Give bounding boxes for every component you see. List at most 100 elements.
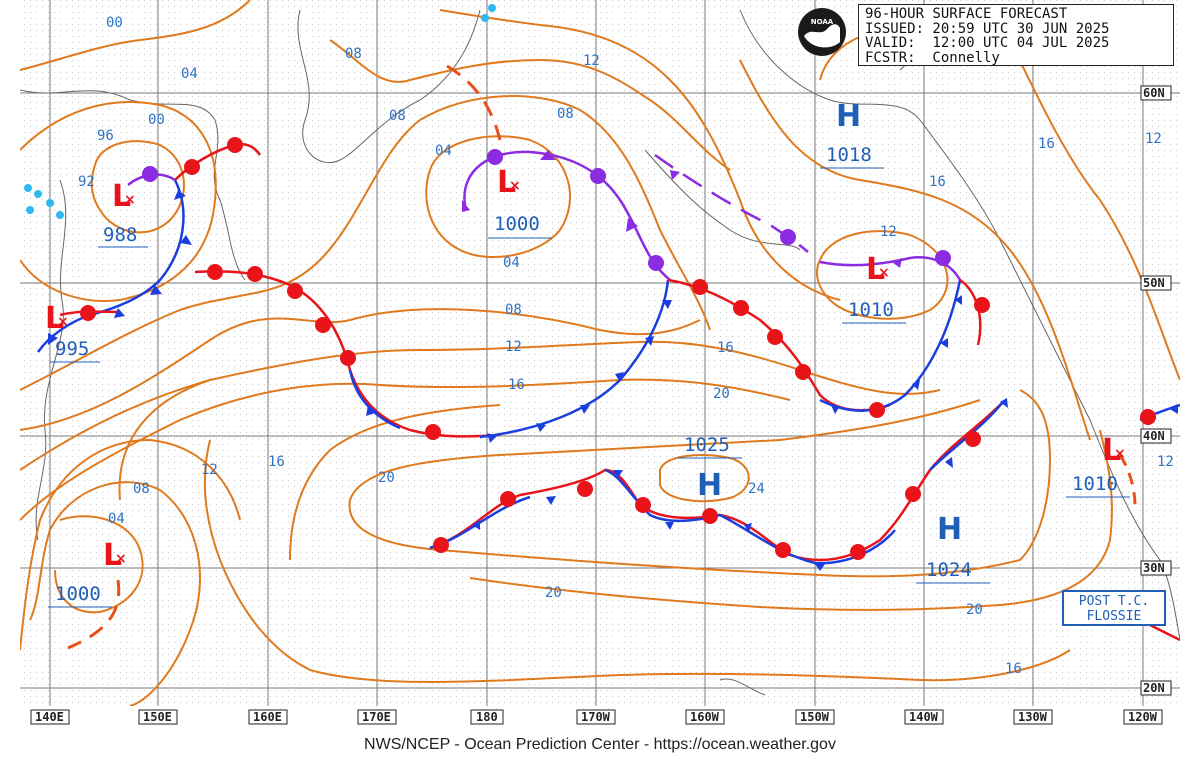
pressure-value: 1018 — [826, 144, 872, 166]
svg-text:NOAA: NOAA — [811, 18, 834, 26]
post-tc-line1: POST T.C. — [1078, 594, 1150, 609]
isobar-label: 16 — [929, 174, 946, 190]
svg-text:160W: 160W — [690, 710, 720, 724]
svg-text:×: × — [509, 178, 521, 194]
isobar-label: 04 — [435, 143, 452, 159]
isobar-label: 16 — [1005, 661, 1022, 677]
isobar-label: 20 — [378, 470, 395, 486]
svg-text:140W: 140W — [909, 710, 939, 724]
isobar-label: 00 — [148, 112, 165, 128]
low-center: L × 1000 — [48, 538, 127, 608]
isobar-label: 04 — [181, 66, 198, 82]
svg-text:50N: 50N — [1143, 276, 1165, 290]
ice-dots — [24, 4, 496, 219]
isobar-label: 24 — [748, 481, 765, 497]
svg-text:170E: 170E — [362, 710, 391, 724]
isobar-label: 12 — [880, 224, 897, 240]
pressure-systems: L × 988 L × 995 L × 1000 L × 1000 L × 10… — [45, 99, 1130, 608]
low-center: L × 988 — [98, 179, 148, 248]
isobar-label: 08 — [505, 302, 522, 318]
occluded-front — [654, 153, 809, 253]
high-center: H 1024 — [916, 512, 990, 584]
svg-text:H: H — [937, 512, 962, 547]
isobar-label: 08 — [345, 46, 362, 62]
pressure-value: 1010 — [848, 299, 894, 321]
tropical-arrow — [1149, 623, 1180, 642]
latitude-labels: 60N 50N 40N 30N 20N — [1140, 85, 1172, 696]
isobar-label: 96 — [97, 128, 114, 144]
svg-text:L: L — [45, 301, 64, 336]
svg-text:150W: 150W — [800, 710, 830, 724]
isobar-labels: 00 04 08 12 96 92 00 08 04 08 12 16 12 1… — [78, 15, 1174, 677]
svg-text:120W: 120W — [1128, 710, 1158, 724]
pressure-value: 1025 — [684, 434, 730, 456]
svg-text:L: L — [866, 252, 885, 287]
forecast-title: 96-HOUR SURFACE FORECAST — [865, 6, 1068, 22]
occluded-front — [819, 256, 962, 281]
isobar-label: 12 — [583, 53, 600, 69]
pressure-value: 995 — [55, 338, 89, 360]
cold-front — [819, 279, 962, 412]
cold-front — [348, 369, 401, 430]
svg-text:H: H — [697, 468, 722, 503]
isobar-label: 12 — [505, 339, 522, 355]
valid-time: VALID: 12:00 UTC 04 JUL 2025 — [865, 35, 1110, 51]
svg-text:30N: 30N — [1143, 561, 1165, 575]
isobar-label: 16 — [1038, 136, 1055, 152]
pressure-value: 1010 — [1072, 473, 1118, 495]
high-center: H 1018 — [820, 99, 884, 169]
svg-text:150E: 150E — [143, 710, 172, 724]
high-center: 1025 H — [678, 434, 742, 503]
credit-line: NWS/NCEP - Ocean Prediction Center - htt… — [364, 736, 836, 753]
isobar-label: 20 — [713, 386, 730, 402]
svg-text:L: L — [497, 165, 516, 200]
svg-text:×: × — [878, 265, 890, 281]
issued-time: ISSUED: 20:59 UTC 30 JUN 2025 — [865, 20, 1110, 37]
isobar-label: 12 — [1157, 454, 1174, 470]
low-center: L × 995 — [45, 301, 100, 363]
svg-text:×: × — [124, 192, 136, 208]
svg-text:40N: 40N — [1143, 429, 1165, 443]
svg-text:×: × — [1114, 446, 1126, 462]
occluded-front — [463, 150, 671, 281]
svg-text:140E: 140E — [35, 710, 64, 724]
svg-text:×: × — [115, 551, 127, 567]
svg-text:130W: 130W — [1018, 710, 1048, 724]
isobar-label: 04 — [108, 511, 125, 527]
tropical-track — [446, 64, 502, 141]
post-tc-line2: FLOSSIE — [1086, 609, 1142, 624]
svg-text:180: 180 — [476, 710, 498, 724]
tropical-track — [67, 579, 121, 650]
isobar-label: 08 — [389, 108, 406, 124]
isobar-label: 92 — [78, 174, 95, 190]
svg-text:60N: 60N — [1143, 86, 1165, 100]
noaa-logo: NOAA — [798, 8, 846, 56]
low-center: L × 1010 — [1066, 433, 1130, 498]
svg-text:170W: 170W — [581, 710, 611, 724]
isobar-label: 08 — [133, 481, 150, 497]
svg-text:20N: 20N — [1143, 681, 1165, 695]
forecaster: FCSTR: Connelly — [865, 49, 1000, 66]
lat-lon-grid — [20, 0, 1180, 706]
front-symbols — [48, 137, 1178, 571]
isobar-label: 20 — [966, 602, 983, 618]
fronts — [36, 64, 1180, 650]
pressure-value: 988 — [103, 224, 137, 246]
isobar-label: 08 — [557, 106, 574, 122]
longitude-labels: 140E 150E 160E 170E 180 170W 160W 150W 1… — [30, 709, 1163, 725]
isobar-label: 04 — [503, 255, 520, 271]
isobar-label: 12 — [1145, 131, 1162, 147]
pressure-value: 1000 — [55, 583, 101, 605]
svg-text:160E: 160E — [253, 710, 282, 724]
isobar-label: 12 — [201, 462, 218, 478]
svg-text:L: L — [1102, 433, 1121, 468]
low-center: L × 1010 — [842, 252, 906, 324]
svg-text:×: × — [57, 314, 69, 330]
post-tc-label: POST T.C. FLOSSIE — [1062, 590, 1166, 626]
isobar-label: 20 — [545, 585, 562, 601]
tropical-track — [1118, 454, 1137, 506]
pressure-value: 1000 — [494, 213, 540, 235]
isobar-label: 16 — [717, 340, 734, 356]
cold-front — [36, 179, 185, 353]
